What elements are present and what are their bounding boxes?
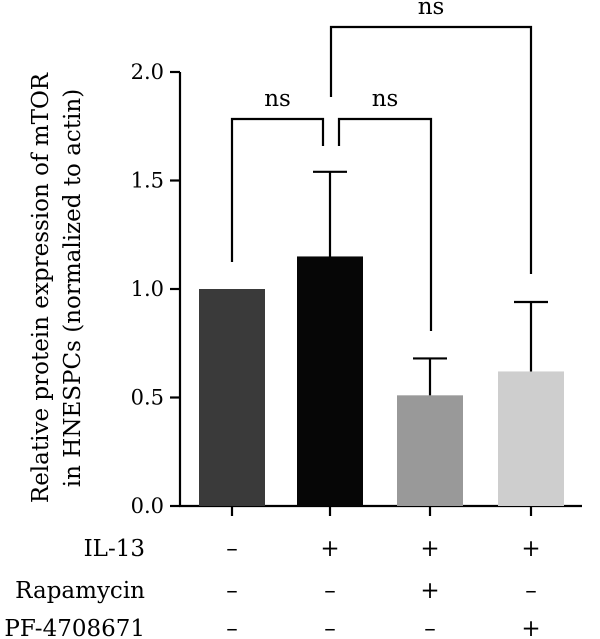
- error-bars: [313, 170, 548, 396]
- treatment-table: IL-13 – + + + Rapamycin – – + – PF-4708671 – – – +: [4, 536, 540, 639]
- y-tick-label: 2.0: [131, 60, 164, 84]
- treatment-sign: +: [420, 578, 439, 604]
- y-axis-title: Relative protein expression of mTOR in HN…: [28, 72, 86, 503]
- treatment-sign: +: [521, 536, 540, 562]
- treatment-sign: –: [226, 536, 238, 562]
- bar-1: [199, 289, 265, 506]
- treatment-sign: –: [226, 616, 238, 639]
- treatment-sign: +: [320, 536, 339, 562]
- treatment-label-3: PF-4708671: [4, 616, 145, 639]
- significance-brackets: ns ns ns: [230, 0, 533, 331]
- treatment-label-2: Rapamycin: [15, 578, 145, 604]
- bracket-2-4-label: ns: [418, 0, 445, 20]
- y-tick-label: 0.5: [131, 386, 164, 410]
- y-axis-title-line-1: Relative protein expression of mTOR: [28, 72, 54, 503]
- bracket-2-3: [337, 117, 433, 331]
- treatment-sign: +: [521, 616, 540, 639]
- y-tick-label: 1.0: [131, 277, 164, 301]
- y-axis-title-line-2: in HNESPCs (normalized to actin): [60, 89, 86, 487]
- treatment-sign: –: [226, 578, 238, 604]
- treatment-label-1: IL-13: [84, 536, 145, 562]
- treatment-sign: –: [424, 616, 436, 639]
- bracket-1-2: [230, 117, 325, 262]
- bar-4: [498, 371, 564, 506]
- treatment-sign: –: [324, 578, 336, 604]
- bracket-1-2-label: ns: [264, 86, 291, 112]
- y-tick-label: 1.5: [131, 169, 164, 193]
- treatment-sign: –: [525, 578, 537, 604]
- bracket-2-3-label: ns: [372, 86, 399, 112]
- treatment-sign: –: [324, 616, 336, 639]
- bar-2: [297, 256, 363, 506]
- treatment-sign: +: [420, 536, 439, 562]
- bars: [199, 256, 564, 506]
- bar-3: [397, 395, 463, 506]
- y-tick-label: 0.0: [131, 494, 164, 518]
- x-axis: [179, 504, 582, 516]
- bracket-2-4: [329, 25, 533, 274]
- y-axis: 0.0 0.5 1.0 1.5 2.0: [131, 60, 182, 518]
